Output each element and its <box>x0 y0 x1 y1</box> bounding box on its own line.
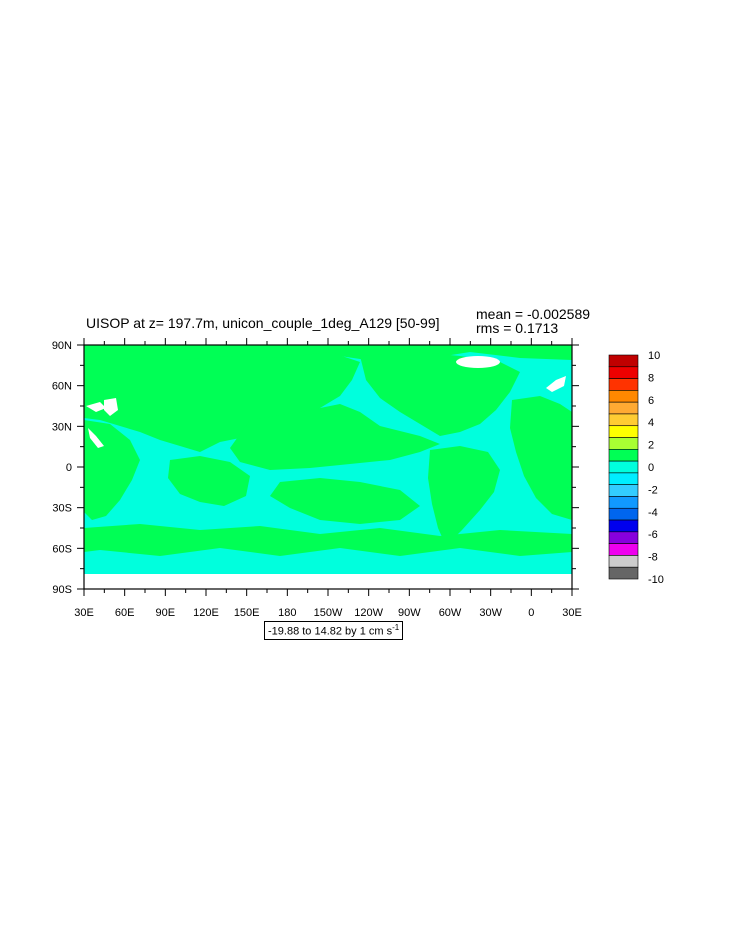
land-eurasia <box>84 352 360 452</box>
lat-label: 30S <box>52 503 72 515</box>
missing-patch-red-sea <box>88 428 104 448</box>
colorbar-swatch <box>608 566 639 580</box>
colorbar-swatch <box>608 378 639 391</box>
lat-label: 60S <box>52 543 72 555</box>
colorbar-swatch <box>608 507 639 521</box>
missing-patch-west <box>86 402 106 412</box>
colorbar-label: -4 <box>648 507 658 519</box>
lon-label: 120E <box>193 607 219 619</box>
range-note-unit-exponent: -1 <box>392 623 400 632</box>
lon-label: 30W <box>479 607 502 619</box>
colorbar-swatch <box>608 555 639 568</box>
contour-range-note: -19.88 to 14.82 by 1 cm s-1 <box>264 621 404 640</box>
plot-title: UISOP at z= 197.7m, unicon_couple_1deg_A… <box>86 315 440 331</box>
colorbar-swatch <box>608 390 639 403</box>
colorbar-swatch <box>608 543 639 556</box>
land-atlantic-east <box>510 396 572 520</box>
colorbar-swatch <box>608 496 639 509</box>
land-south-pacific <box>270 478 420 524</box>
colorbar-label: 10 <box>648 350 660 362</box>
colorbar-label: -10 <box>648 574 664 586</box>
colorbar-swatch <box>608 354 639 368</box>
lon-label: 180 <box>278 607 296 619</box>
lon-label: 30E <box>562 607 582 619</box>
lon-label: 60W <box>439 607 462 619</box>
lat-label: 60N <box>52 381 72 393</box>
latitude-labels: 90N 60N 30N 0 30S 60S 90S <box>52 340 72 596</box>
longitude-labels: 30E 60E 90E 120E 150E 180 150W 120W 90W 60W 30W 0 30… <box>74 607 582 619</box>
land-south-america <box>428 446 500 546</box>
colorbar <box>608 354 639 580</box>
land-pacific-band <box>230 404 440 470</box>
missing-patch-greenland <box>456 356 500 368</box>
colorbar-label: -2 <box>648 484 658 496</box>
colorbar-swatch <box>608 460 639 474</box>
lon-label: 150E <box>234 607 260 619</box>
rms-stat: rms = 0.1713 <box>476 320 559 336</box>
land-southern-band <box>84 524 572 556</box>
colorbar-swatch <box>608 531 639 544</box>
colorbar-swatch <box>608 484 639 497</box>
colorbar-label: 0 <box>648 462 654 474</box>
colorbar-labels: 10 8 6 4 2 0 -2 -4 -6 -8 -10 <box>648 350 664 586</box>
colorbar-swatch <box>608 425 639 438</box>
colorbar-swatch <box>608 413 639 427</box>
lon-label: 60E <box>115 607 135 619</box>
lon-label: 90E <box>156 607 176 619</box>
map-field <box>84 345 572 589</box>
colorbar-label: 2 <box>648 440 654 452</box>
colorbar-swatch <box>608 366 639 379</box>
colorbar-swatch <box>608 449 639 462</box>
lat-label: 90N <box>52 340 72 352</box>
mean-stat: mean = -0.002589 <box>476 306 591 322</box>
colorbar-swatch <box>608 437 639 450</box>
missing-patch-west-2 <box>104 398 118 416</box>
missing-band-south <box>84 574 572 589</box>
range-note-text: -19.88 to 14.82 by 1 cm s <box>268 625 393 638</box>
lon-label: 30E <box>74 607 94 619</box>
colorbar-label: 8 <box>648 372 654 384</box>
colorbar-swatch <box>608 519 639 533</box>
colorbar-label: 4 <box>648 417 654 429</box>
lon-label: 0 <box>528 607 534 619</box>
lat-label: 90S <box>52 584 72 596</box>
land-north-america <box>360 352 520 436</box>
land-australia <box>168 456 250 506</box>
colorbar-swatch <box>608 401 639 415</box>
lon-label: 90W <box>398 607 421 619</box>
colorbar-label: 6 <box>648 395 654 407</box>
lon-label: 150W <box>314 607 343 619</box>
lon-label: 120W <box>354 607 383 619</box>
colorbar-label: -8 <box>648 552 658 564</box>
axis-ticks <box>77 338 579 596</box>
colorbar-swatch <box>608 472 639 485</box>
missing-patch-east <box>546 376 566 392</box>
lat-label: 30N <box>52 421 72 433</box>
lat-label: 0 <box>66 462 72 474</box>
colorbar-label: -6 <box>648 529 658 541</box>
